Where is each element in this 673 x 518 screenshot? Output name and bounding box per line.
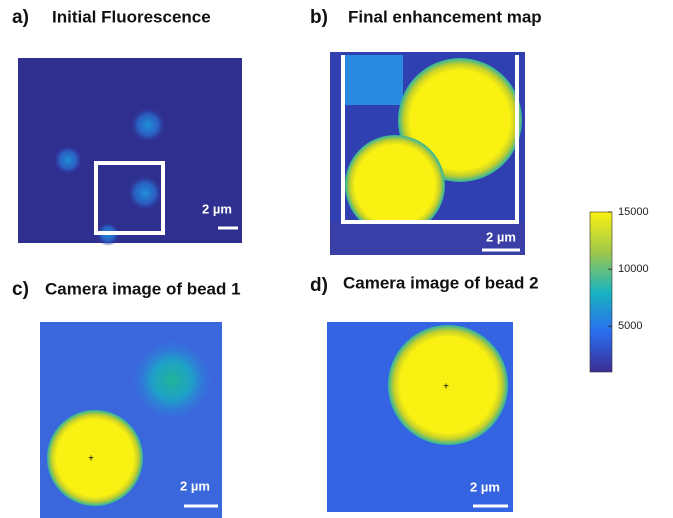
- panel-c: c) Camera image of bead 1 + 2 µm: [12, 279, 241, 518]
- figure: a) Initial Fluorescence 2 µm b) Final en…: [0, 0, 673, 518]
- panel-letter: b): [310, 7, 328, 28]
- bead: [127, 175, 163, 211]
- image-region: [343, 55, 403, 105]
- panel-title: Camera image of bead 1: [45, 279, 241, 298]
- panel-letter: a): [12, 7, 29, 28]
- panel-title: Camera image of bead 2: [343, 273, 539, 292]
- bead: [53, 145, 83, 175]
- panel-title: Initial Fluorescence: [52, 7, 211, 26]
- colorbar: 5000 10000 15000: [590, 206, 649, 372]
- panel-letter: c): [12, 279, 29, 300]
- panel-a: a) Initial Fluorescence 2 µm: [12, 7, 242, 246]
- scale-bar-label: 2 µm: [470, 479, 500, 494]
- bead: [47, 410, 143, 506]
- panel-d: d) Camera image of bead 2 + 2 µm: [310, 273, 539, 512]
- bead: [132, 340, 212, 420]
- colorbar-tick-label: 10000: [618, 263, 649, 275]
- scale-bar-label: 2 µm: [202, 201, 232, 216]
- panel-letter: d): [310, 275, 328, 296]
- colorbar-tick-label: 15000: [618, 206, 649, 218]
- center-marker: +: [443, 382, 449, 393]
- panel-b: b) Final enhancement map 2 µm: [310, 7, 542, 255]
- center-marker: +: [88, 454, 94, 465]
- colorbar-tick-label: 5000: [618, 320, 642, 332]
- scale-bar-label: 2 µm: [180, 478, 210, 493]
- colorbar-gradient: [590, 212, 612, 372]
- bead: [130, 107, 166, 143]
- panel-title: Final enhancement map: [348, 7, 542, 26]
- scale-bar-label: 2 µm: [486, 229, 516, 244]
